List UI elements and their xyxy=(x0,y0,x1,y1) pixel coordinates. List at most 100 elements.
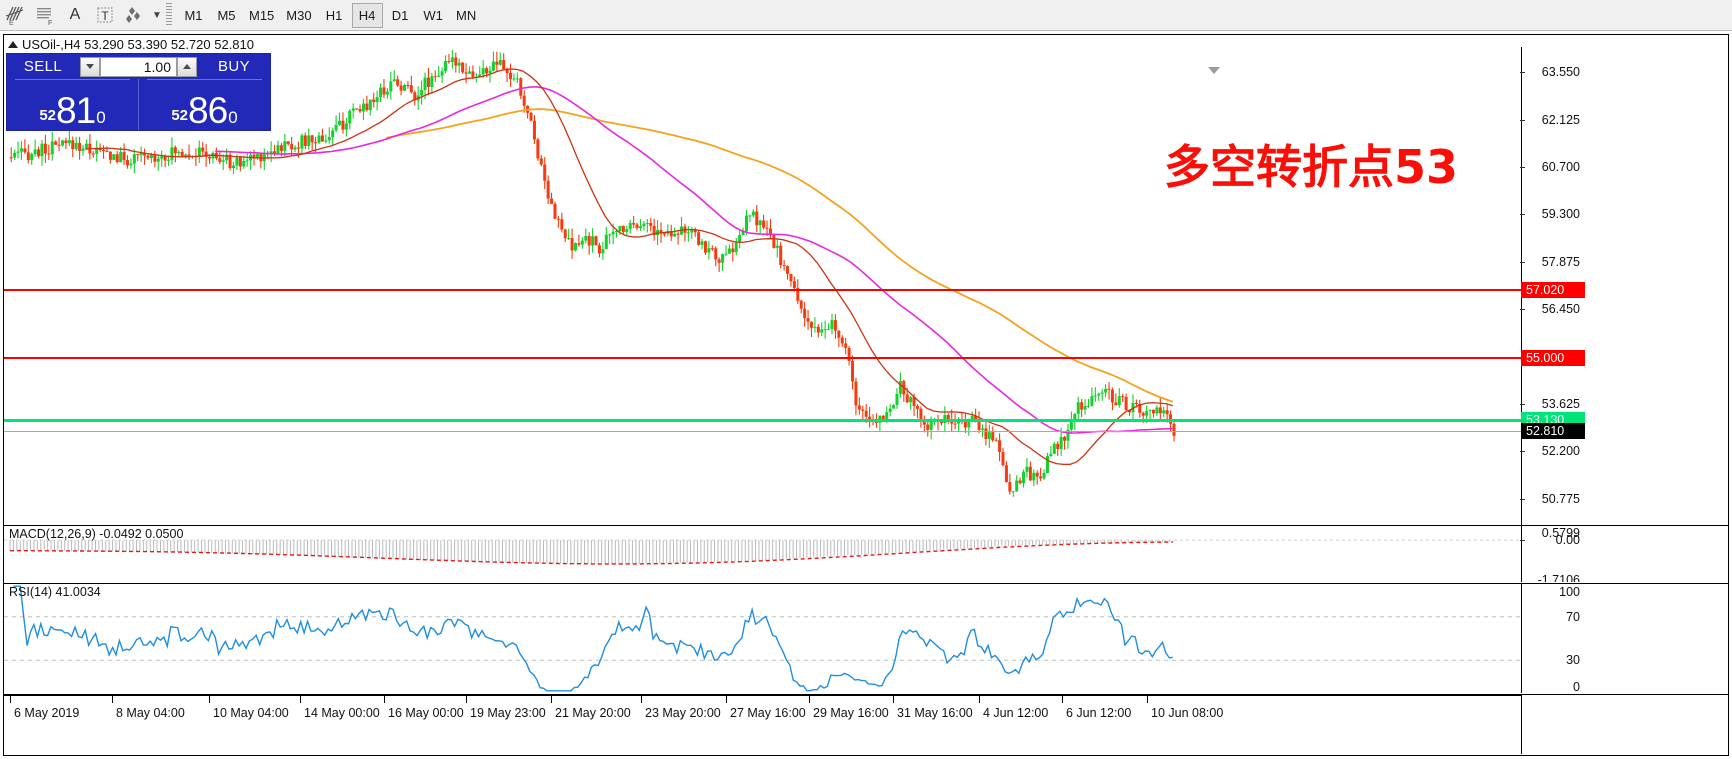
time-axis-pane[interactable]: 6 May 2019 8 May 04:00 10 May 04:00 14 May … xyxy=(4,694,1728,754)
timeframe-h4[interactable]: H4 xyxy=(351,2,383,28)
sell-button[interactable]: SELL xyxy=(23,58,63,75)
price-tick-label: 53.625 xyxy=(1541,396,1580,411)
symbol-quote-line: USOil-,H4 53.290 53.390 52.720 52.810 xyxy=(8,37,254,52)
price-tick xyxy=(1520,72,1525,74)
macd-pane[interactable]: MACD(12,26,9) -0.0492 0.0500 0.5799 0.00 -… xyxy=(4,525,1728,582)
periodicity-icon[interactable]: F xyxy=(30,2,60,28)
timeframe-d1[interactable]: D1 xyxy=(391,7,409,23)
time-axis-separator xyxy=(809,695,810,703)
svg-text:F: F xyxy=(48,20,52,26)
volume-input[interactable]: 1.00 xyxy=(100,56,177,77)
price-tick-label: 50.775 xyxy=(1541,492,1580,507)
resistance-level-57020[interactable]: 57.020 xyxy=(1521,282,1585,299)
buy-price-fraction: 0 xyxy=(228,108,238,127)
time-axis-label: 4 Jun 12:00 xyxy=(983,706,1049,720)
time-axis-separator xyxy=(641,695,642,703)
indicators-icon[interactable]: E xyxy=(0,2,30,28)
price-plot[interactable] xyxy=(4,47,1521,525)
rsi-pane[interactable]: RSI(14) 41.0034 100 70 30 0 xyxy=(4,583,1728,693)
timeframe-m1[interactable]: M1 xyxy=(184,7,203,23)
price-tick xyxy=(1520,119,1525,121)
price-tick xyxy=(1520,214,1525,216)
time-axis-separator xyxy=(893,695,894,703)
macd-svg xyxy=(4,539,1523,565)
price-tick-label: 59.300 xyxy=(1541,207,1580,222)
sell-price-fraction: 0 xyxy=(96,108,106,127)
svg-text:E: E xyxy=(9,20,14,26)
price-level-line-0[interactable] xyxy=(4,289,1521,292)
time-axis[interactable]: 6 May 2019 8 May 04:00 10 May 04:00 14 May … xyxy=(4,695,1521,729)
price-tick-label: 57.875 xyxy=(1541,254,1580,269)
timeframe-w1[interactable]: W1 xyxy=(423,7,443,23)
text-tool-icon[interactable]: A xyxy=(69,6,81,23)
price-tick-label: 56.450 xyxy=(1541,302,1580,317)
time-axis-label: 19 May 23:00 xyxy=(470,706,546,720)
macd-plot[interactable] xyxy=(4,526,1523,582)
macd-axis[interactable]: 0.5799 0.00 -1.7106 xyxy=(1520,526,1728,582)
dropdown-arrow-icon[interactable]: ▼ xyxy=(152,9,162,21)
price-pane[interactable]: 63.550 62.125 60.700 59.300 57.875 56.450 53.6… xyxy=(4,47,1728,525)
time-axis-separator xyxy=(726,695,727,703)
timeframe-mn[interactable]: MN xyxy=(455,7,477,23)
time-axis-label: 8 May 04:00 xyxy=(116,706,185,720)
rsi-line xyxy=(13,585,1173,692)
volume-stepper[interactable]: 1.00 xyxy=(80,56,197,77)
time-axis-separator xyxy=(209,695,210,703)
time-axis-label: 16 May 00:00 xyxy=(388,706,464,720)
time-axis-separator xyxy=(10,695,11,703)
time-axis-separator xyxy=(1062,695,1063,703)
price-tick xyxy=(1520,499,1525,501)
rsi-axis[interactable]: 100 70 30 0 xyxy=(1521,584,1728,693)
toolbar-grip[interactable] xyxy=(166,3,172,27)
time-axis-separator xyxy=(466,695,467,703)
macd-label: MACD(12,26,9) -0.0492 0.0500 xyxy=(9,527,184,541)
buy-price-main: 86 xyxy=(188,90,228,131)
timeframe-h1[interactable]: H1 xyxy=(325,7,343,23)
collapse-triangle-icon[interactable] xyxy=(8,41,18,48)
time-axis-label: 31 May 16:00 xyxy=(897,706,973,720)
macd-signal-line xyxy=(10,541,1173,565)
time-axis-separator xyxy=(979,695,980,703)
time-axis-separator xyxy=(551,695,552,703)
chart-annotation-text: 多空转折点53 xyxy=(1164,140,1459,194)
price-level-line-2[interactable] xyxy=(4,418,1521,422)
sell-price-display[interactable]: 52 81 0 xyxy=(7,79,139,130)
time-axis-label: 6 Jun 12:00 xyxy=(1066,706,1132,720)
timeframe-m30[interactable]: M30 xyxy=(286,7,312,23)
resistance-level-55000[interactable]: 55.000 xyxy=(1521,349,1585,366)
buy-price-prefix: 52 xyxy=(171,107,189,124)
text-label-icon[interactable]: T xyxy=(90,2,120,28)
time-axis-label: 23 May 20:00 xyxy=(645,706,721,720)
sell-price-prefix: 52 xyxy=(39,107,57,124)
chart-window[interactable]: USOil-,H4 53.290 53.390 52.720 52.810 63… xyxy=(3,34,1729,756)
rsi-tick-label: 30 xyxy=(1566,653,1580,668)
timeframe-m5[interactable]: M5 xyxy=(217,7,236,23)
last-price-52810[interactable]: 52.810 xyxy=(1521,423,1585,440)
price-axis[interactable]: 63.550 62.125 60.700 59.300 57.875 56.450 53.6… xyxy=(1520,47,1728,525)
moving-average-lines xyxy=(85,68,1174,466)
price-tick xyxy=(1520,309,1525,311)
time-axis-label: 14 May 00:00 xyxy=(304,706,380,720)
chart-frame: USOil-,H4 53.290 53.390 52.720 52.810 63… xyxy=(0,31,1732,759)
svg-text:T: T xyxy=(101,9,109,23)
price-tick xyxy=(1520,261,1525,263)
time-axis-label: 29 May 16:00 xyxy=(813,706,889,720)
rsi-svg xyxy=(4,585,1523,692)
objects-icon[interactable] xyxy=(120,2,150,28)
volume-decrease-icon[interactable] xyxy=(80,56,100,77)
buy-price-display[interactable]: 52 86 0 xyxy=(139,79,270,130)
rsi-tick-label: 0 xyxy=(1573,680,1580,693)
time-axis-rule xyxy=(4,695,1521,696)
price-level-line-3[interactable] xyxy=(4,430,1521,432)
macd-tick-label: 0.5799 xyxy=(1541,526,1580,540)
rsi-plot[interactable] xyxy=(4,584,1523,693)
price-tick-label: 52.200 xyxy=(1541,444,1580,459)
price-level-line-1[interactable] xyxy=(4,356,1521,359)
rsi-tick-label: 100 xyxy=(1559,585,1580,599)
timeframe-m15[interactable]: M15 xyxy=(249,7,275,23)
volume-increase-icon[interactable] xyxy=(177,56,197,77)
time-axis-separator xyxy=(1147,695,1148,703)
buy-button[interactable]: BUY xyxy=(217,58,251,75)
buy-divider xyxy=(147,79,262,80)
one-click-trading-panel[interactable]: SELL 1.00 BUY 52 81 0 52 86 0 xyxy=(6,53,271,131)
